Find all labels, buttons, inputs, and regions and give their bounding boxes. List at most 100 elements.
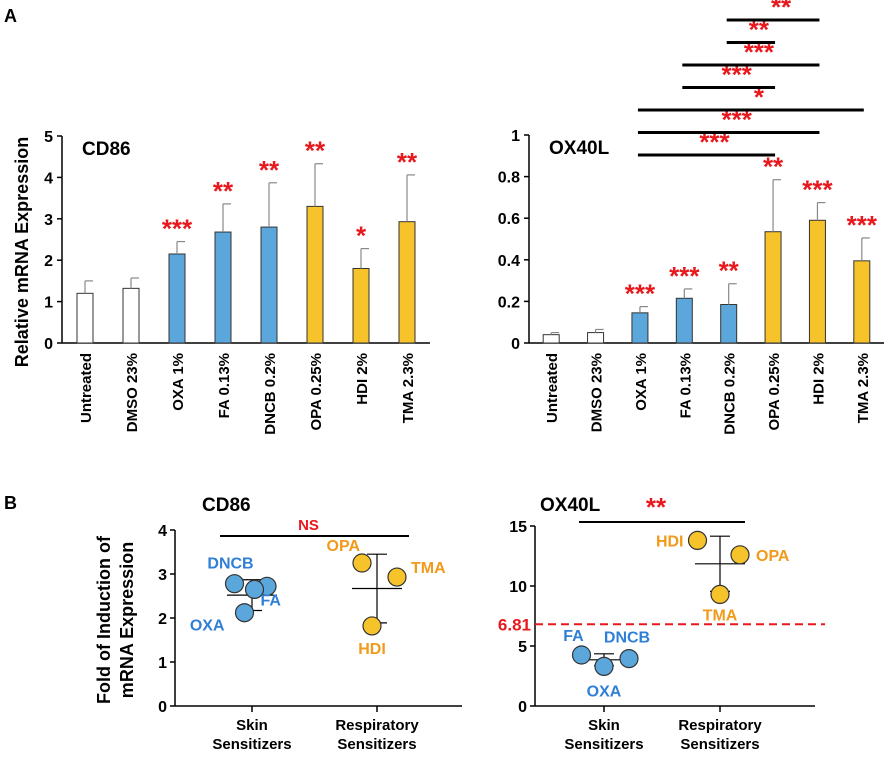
bracket-stars: **: [771, 0, 792, 22]
y-tick-label: 5: [44, 129, 53, 146]
y-tick-label: 1: [44, 295, 53, 312]
significance-stars: **: [259, 155, 280, 185]
bar: [587, 332, 605, 344]
x-group-label: Sensitizers: [680, 736, 759, 753]
y-tick-label: 0.4: [498, 253, 520, 270]
data-point: [730, 545, 750, 565]
bar: [675, 297, 693, 344]
category-label: DMSO 23%: [589, 353, 606, 432]
category-label: Untreated: [544, 353, 561, 423]
bar: [542, 334, 560, 344]
point-label: HDI: [656, 533, 684, 550]
category-label: TMA 2.3%: [855, 353, 872, 423]
data-point: [244, 579, 265, 600]
chart-title: OX40L: [549, 138, 610, 159]
point-label: OXA: [190, 618, 225, 635]
bar: [168, 253, 186, 344]
bar: [631, 312, 649, 344]
significance-stars: ***: [847, 210, 878, 240]
y-tick-label: 0: [518, 699, 527, 716]
point-label: FA: [563, 628, 584, 645]
point-label: OPA: [327, 538, 361, 555]
bar: [260, 226, 278, 344]
y-tick-label: 15: [509, 519, 527, 536]
bar: [306, 205, 324, 344]
y-tick-label: 0: [511, 336, 520, 353]
y-tick-label: 0.8: [498, 170, 520, 187]
x-group-label: Skin: [588, 717, 620, 734]
bracket-stars: *: [754, 82, 765, 112]
data-point: [687, 530, 708, 551]
category-label: HDI 2%: [810, 353, 827, 405]
point-label: DNCB: [207, 556, 253, 573]
category-label: DNCB 0.2%: [722, 353, 739, 435]
point-label: OXA: [587, 683, 622, 700]
y-tick-label: 2: [158, 611, 167, 628]
bar: [853, 260, 871, 344]
point-label: TMA: [411, 560, 446, 577]
chart-cd86-scatter: CD86 0 1 2 3 4 Skin Sensitizers Respiratory Sensi…: [158, 495, 462, 753]
significance-stars: **: [719, 256, 740, 286]
category-label: DNCB 0.2%: [262, 353, 279, 435]
data-point: [710, 584, 730, 605]
y-tick-label: 4: [44, 170, 53, 187]
significance-stars: ***: [625, 279, 656, 309]
chart-title: CD86: [82, 139, 131, 160]
comparison-label: **: [646, 492, 667, 522]
category-label: Untreated: [78, 353, 95, 423]
data-point: [362, 616, 382, 636]
bar: [808, 219, 826, 344]
category-label: OPA 0.25%: [308, 353, 325, 431]
panel-a-y-axis-label: Relative mRNA Expression: [12, 137, 32, 367]
data-point: [224, 574, 245, 594]
category-label: HDI 2%: [354, 353, 371, 405]
category-label: OXA 1%: [633, 353, 650, 411]
category-label: DMSO 23%: [124, 353, 141, 432]
point-label: HDI: [358, 641, 386, 658]
chart-title: OX40L: [540, 495, 601, 516]
y-tick-label: 3: [158, 567, 167, 584]
significance-stars: **: [397, 147, 418, 177]
panel-b-y-axis-label-line2: mRNA Expression: [117, 542, 137, 698]
y-tick-label: 0: [158, 699, 167, 716]
significance-stars: ***: [802, 175, 833, 205]
data-point: [619, 648, 639, 669]
data-point: [387, 567, 407, 587]
data-point: [571, 645, 592, 665]
x-group-label: Sensitizers: [337, 736, 416, 753]
bar: [764, 231, 782, 344]
y-tick-label: 1: [158, 655, 167, 672]
data-point: [234, 603, 255, 623]
bar: [352, 267, 370, 344]
y-tick-label: 4: [158, 523, 167, 540]
x-group-label: Sensitizers: [212, 736, 291, 753]
threshold-label: 6.81: [498, 615, 531, 634]
data-point: [594, 656, 614, 677]
category-label: OPA 0.25%: [766, 353, 783, 431]
bar: [214, 231, 232, 344]
y-tick-label: 0: [44, 336, 53, 353]
x-group-label: Respiratory: [335, 717, 419, 734]
panel-letter-a: A: [4, 6, 17, 26]
y-tick-label: 3: [44, 212, 53, 229]
significance-stars: *: [356, 221, 367, 251]
x-group-label: Respiratory: [678, 717, 762, 734]
bracket-stars: **: [749, 15, 770, 45]
category-label: FA 0.13%: [677, 353, 694, 418]
y-tick-label: 2: [44, 253, 53, 270]
bar: [398, 221, 416, 344]
y-tick-label: 0.6: [498, 211, 520, 228]
panel-letter-b: B: [4, 493, 17, 513]
chart-ox40l-scatter: OX40L 0 5 10 15 Skin Sensitizers Respiratory Sen…: [498, 492, 825, 753]
point-label: DNCB: [604, 630, 650, 647]
significance-stars: **: [305, 136, 326, 166]
y-tick-label: 5: [518, 639, 527, 656]
y-tick-label: 0.2: [498, 294, 520, 311]
point-label: TMA: [703, 607, 738, 624]
significance-stars: ***: [162, 214, 193, 244]
significance-stars: ***: [669, 261, 700, 291]
y-tick-label: 10: [509, 579, 527, 596]
